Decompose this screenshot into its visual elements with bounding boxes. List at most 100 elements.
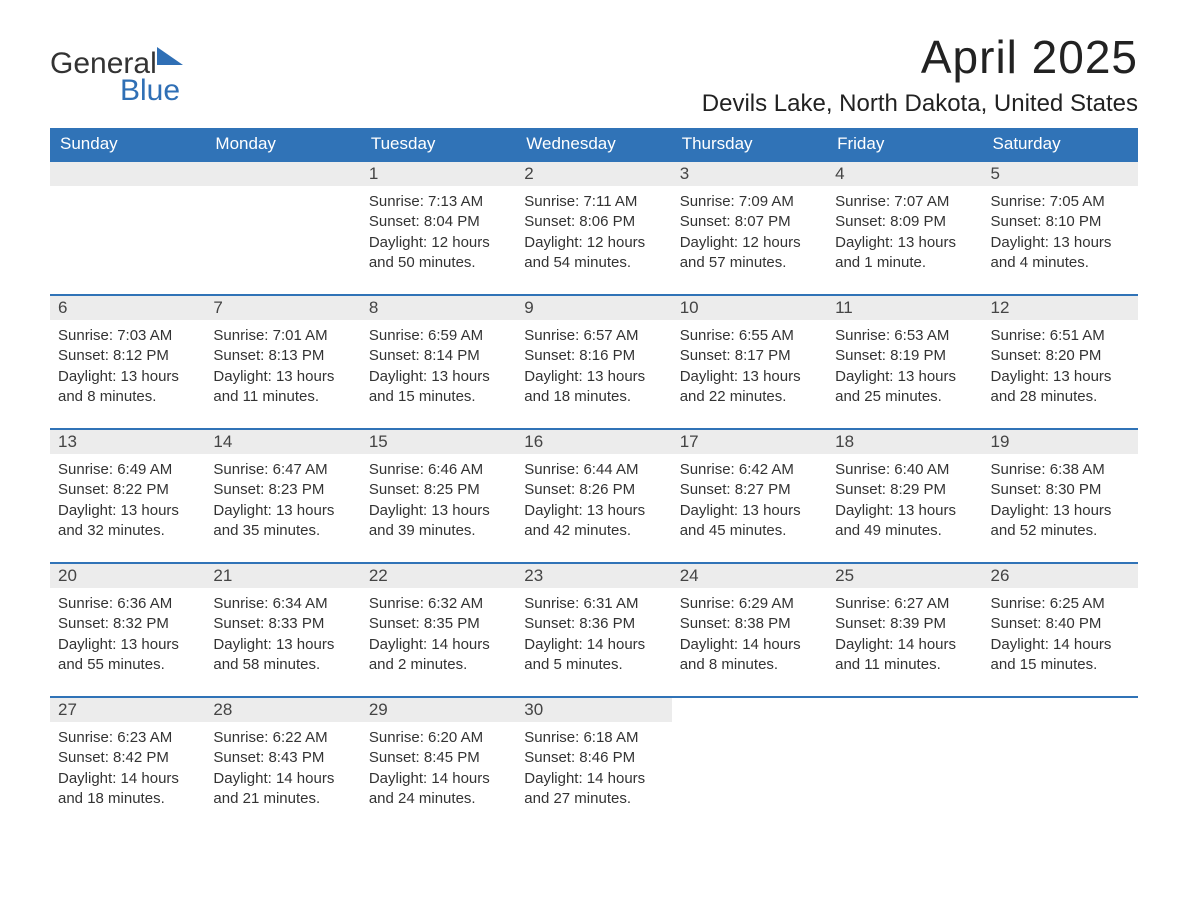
day-number: 11 bbox=[827, 296, 982, 320]
day-body: Sunrise: 7:11 AMSunset: 8:06 PMDaylight:… bbox=[516, 186, 671, 281]
daylight-text: Daylight: 13 hours and 4 minutes. bbox=[991, 233, 1130, 274]
day-number bbox=[205, 162, 360, 186]
sunset-text: Sunset: 8:35 PM bbox=[369, 614, 508, 634]
day-number: 3 bbox=[672, 162, 827, 186]
sunset-text: Sunset: 8:39 PM bbox=[835, 614, 974, 634]
daylight-text: Daylight: 14 hours and 18 minutes. bbox=[58, 769, 197, 810]
day-number: 5 bbox=[983, 162, 1138, 186]
calendar-cell: 30Sunrise: 6:18 AMSunset: 8:46 PMDayligh… bbox=[516, 697, 671, 831]
month-title: April 2025 bbox=[702, 30, 1138, 84]
title-block: April 2025 Devils Lake, North Dakota, Un… bbox=[702, 30, 1138, 124]
sunset-text: Sunset: 8:33 PM bbox=[213, 614, 352, 634]
sunrise-text: Sunrise: 6:47 AM bbox=[213, 460, 352, 480]
sunset-text: Sunset: 8:13 PM bbox=[213, 346, 352, 366]
calendar-thead: Sunday Monday Tuesday Wednesday Thursday… bbox=[50, 128, 1138, 161]
brand-text: General Blue bbox=[50, 50, 183, 104]
day-number: 29 bbox=[361, 698, 516, 722]
daylight-text: Daylight: 13 hours and 55 minutes. bbox=[58, 635, 197, 676]
sunset-text: Sunset: 8:38 PM bbox=[680, 614, 819, 634]
day-number: 7 bbox=[205, 296, 360, 320]
sunrise-text: Sunrise: 6:59 AM bbox=[369, 326, 508, 346]
sunset-text: Sunset: 8:36 PM bbox=[524, 614, 663, 634]
weekday-header: Sunday bbox=[50, 128, 205, 161]
day-body: Sunrise: 6:29 AMSunset: 8:38 PMDaylight:… bbox=[672, 588, 827, 683]
daylight-text: Daylight: 13 hours and 32 minutes. bbox=[58, 501, 197, 542]
day-number: 12 bbox=[983, 296, 1138, 320]
day-body: Sunrise: 6:20 AMSunset: 8:45 PMDaylight:… bbox=[361, 722, 516, 817]
brand-word2: Blue bbox=[50, 74, 180, 107]
sunset-text: Sunset: 8:43 PM bbox=[213, 748, 352, 768]
day-body: Sunrise: 6:18 AMSunset: 8:46 PMDaylight:… bbox=[516, 722, 671, 817]
calendar-cell: 21Sunrise: 6:34 AMSunset: 8:33 PMDayligh… bbox=[205, 563, 360, 697]
sunrise-text: Sunrise: 6:23 AM bbox=[58, 728, 197, 748]
sunrise-text: Sunrise: 6:55 AM bbox=[680, 326, 819, 346]
calendar-cell: 9Sunrise: 6:57 AMSunset: 8:16 PMDaylight… bbox=[516, 295, 671, 429]
day-body: Sunrise: 6:31 AMSunset: 8:36 PMDaylight:… bbox=[516, 588, 671, 683]
day-number: 1 bbox=[361, 162, 516, 186]
day-body: Sunrise: 6:57 AMSunset: 8:16 PMDaylight:… bbox=[516, 320, 671, 415]
brand-triangle-icon bbox=[157, 47, 183, 65]
day-number: 14 bbox=[205, 430, 360, 454]
daylight-text: Daylight: 13 hours and 1 minute. bbox=[835, 233, 974, 274]
sunset-text: Sunset: 8:27 PM bbox=[680, 480, 819, 500]
calendar-cell bbox=[50, 161, 205, 295]
day-body: Sunrise: 7:13 AMSunset: 8:04 PMDaylight:… bbox=[361, 186, 516, 281]
day-body: Sunrise: 6:42 AMSunset: 8:27 PMDaylight:… bbox=[672, 454, 827, 549]
sunset-text: Sunset: 8:16 PM bbox=[524, 346, 663, 366]
sunrise-text: Sunrise: 6:44 AM bbox=[524, 460, 663, 480]
sunrise-text: Sunrise: 6:46 AM bbox=[369, 460, 508, 480]
calendar-cell: 20Sunrise: 6:36 AMSunset: 8:32 PMDayligh… bbox=[50, 563, 205, 697]
day-body: Sunrise: 7:03 AMSunset: 8:12 PMDaylight:… bbox=[50, 320, 205, 415]
sunset-text: Sunset: 8:19 PM bbox=[835, 346, 974, 366]
calendar-cell: 14Sunrise: 6:47 AMSunset: 8:23 PMDayligh… bbox=[205, 429, 360, 563]
calendar-cell: 15Sunrise: 6:46 AMSunset: 8:25 PMDayligh… bbox=[361, 429, 516, 563]
weekday-header: Friday bbox=[827, 128, 982, 161]
daylight-text: Daylight: 13 hours and 45 minutes. bbox=[680, 501, 819, 542]
day-body: Sunrise: 6:36 AMSunset: 8:32 PMDaylight:… bbox=[50, 588, 205, 683]
daylight-text: Daylight: 12 hours and 50 minutes. bbox=[369, 233, 508, 274]
calendar-table: Sunday Monday Tuesday Wednesday Thursday… bbox=[50, 128, 1138, 831]
sunset-text: Sunset: 8:40 PM bbox=[991, 614, 1130, 634]
weekday-header: Wednesday bbox=[516, 128, 671, 161]
calendar-cell: 5Sunrise: 7:05 AMSunset: 8:10 PMDaylight… bbox=[983, 161, 1138, 295]
sunrise-text: Sunrise: 7:05 AM bbox=[991, 192, 1130, 212]
calendar-cell: 29Sunrise: 6:20 AMSunset: 8:45 PMDayligh… bbox=[361, 697, 516, 831]
calendar-week-row: 6Sunrise: 7:03 AMSunset: 8:12 PMDaylight… bbox=[50, 295, 1138, 429]
day-number: 9 bbox=[516, 296, 671, 320]
sunrise-text: Sunrise: 6:40 AM bbox=[835, 460, 974, 480]
sunrise-text: Sunrise: 7:01 AM bbox=[213, 326, 352, 346]
day-number: 22 bbox=[361, 564, 516, 588]
day-number: 15 bbox=[361, 430, 516, 454]
daylight-text: Daylight: 14 hours and 24 minutes. bbox=[369, 769, 508, 810]
sunrise-text: Sunrise: 6:51 AM bbox=[991, 326, 1130, 346]
sunrise-text: Sunrise: 6:53 AM bbox=[835, 326, 974, 346]
calendar-cell: 13Sunrise: 6:49 AMSunset: 8:22 PMDayligh… bbox=[50, 429, 205, 563]
calendar-week-row: 20Sunrise: 6:36 AMSunset: 8:32 PMDayligh… bbox=[50, 563, 1138, 697]
day-body: Sunrise: 6:27 AMSunset: 8:39 PMDaylight:… bbox=[827, 588, 982, 683]
daylight-text: Daylight: 13 hours and 15 minutes. bbox=[369, 367, 508, 408]
sunrise-text: Sunrise: 7:09 AM bbox=[680, 192, 819, 212]
day-number: 19 bbox=[983, 430, 1138, 454]
calendar-cell: 24Sunrise: 6:29 AMSunset: 8:38 PMDayligh… bbox=[672, 563, 827, 697]
weekday-header: Tuesday bbox=[361, 128, 516, 161]
calendar-cell: 23Sunrise: 6:31 AMSunset: 8:36 PMDayligh… bbox=[516, 563, 671, 697]
sunset-text: Sunset: 8:09 PM bbox=[835, 212, 974, 232]
sunrise-text: Sunrise: 7:11 AM bbox=[524, 192, 663, 212]
calendar-cell: 19Sunrise: 6:38 AMSunset: 8:30 PMDayligh… bbox=[983, 429, 1138, 563]
daylight-text: Daylight: 12 hours and 54 minutes. bbox=[524, 233, 663, 274]
calendar-cell: 18Sunrise: 6:40 AMSunset: 8:29 PMDayligh… bbox=[827, 429, 982, 563]
daylight-text: Daylight: 14 hours and 2 minutes. bbox=[369, 635, 508, 676]
calendar-week-row: 27Sunrise: 6:23 AMSunset: 8:42 PMDayligh… bbox=[50, 697, 1138, 831]
sunset-text: Sunset: 8:06 PM bbox=[524, 212, 663, 232]
day-body: Sunrise: 6:46 AMSunset: 8:25 PMDaylight:… bbox=[361, 454, 516, 549]
calendar-cell: 6Sunrise: 7:03 AMSunset: 8:12 PMDaylight… bbox=[50, 295, 205, 429]
day-number: 30 bbox=[516, 698, 671, 722]
sunrise-text: Sunrise: 6:42 AM bbox=[680, 460, 819, 480]
day-body: Sunrise: 6:32 AMSunset: 8:35 PMDaylight:… bbox=[361, 588, 516, 683]
calendar-cell bbox=[205, 161, 360, 295]
sunrise-text: Sunrise: 6:36 AM bbox=[58, 594, 197, 614]
daylight-text: Daylight: 14 hours and 15 minutes. bbox=[991, 635, 1130, 676]
calendar-cell: 7Sunrise: 7:01 AMSunset: 8:13 PMDaylight… bbox=[205, 295, 360, 429]
day-number: 26 bbox=[983, 564, 1138, 588]
calendar-cell: 17Sunrise: 6:42 AMSunset: 8:27 PMDayligh… bbox=[672, 429, 827, 563]
